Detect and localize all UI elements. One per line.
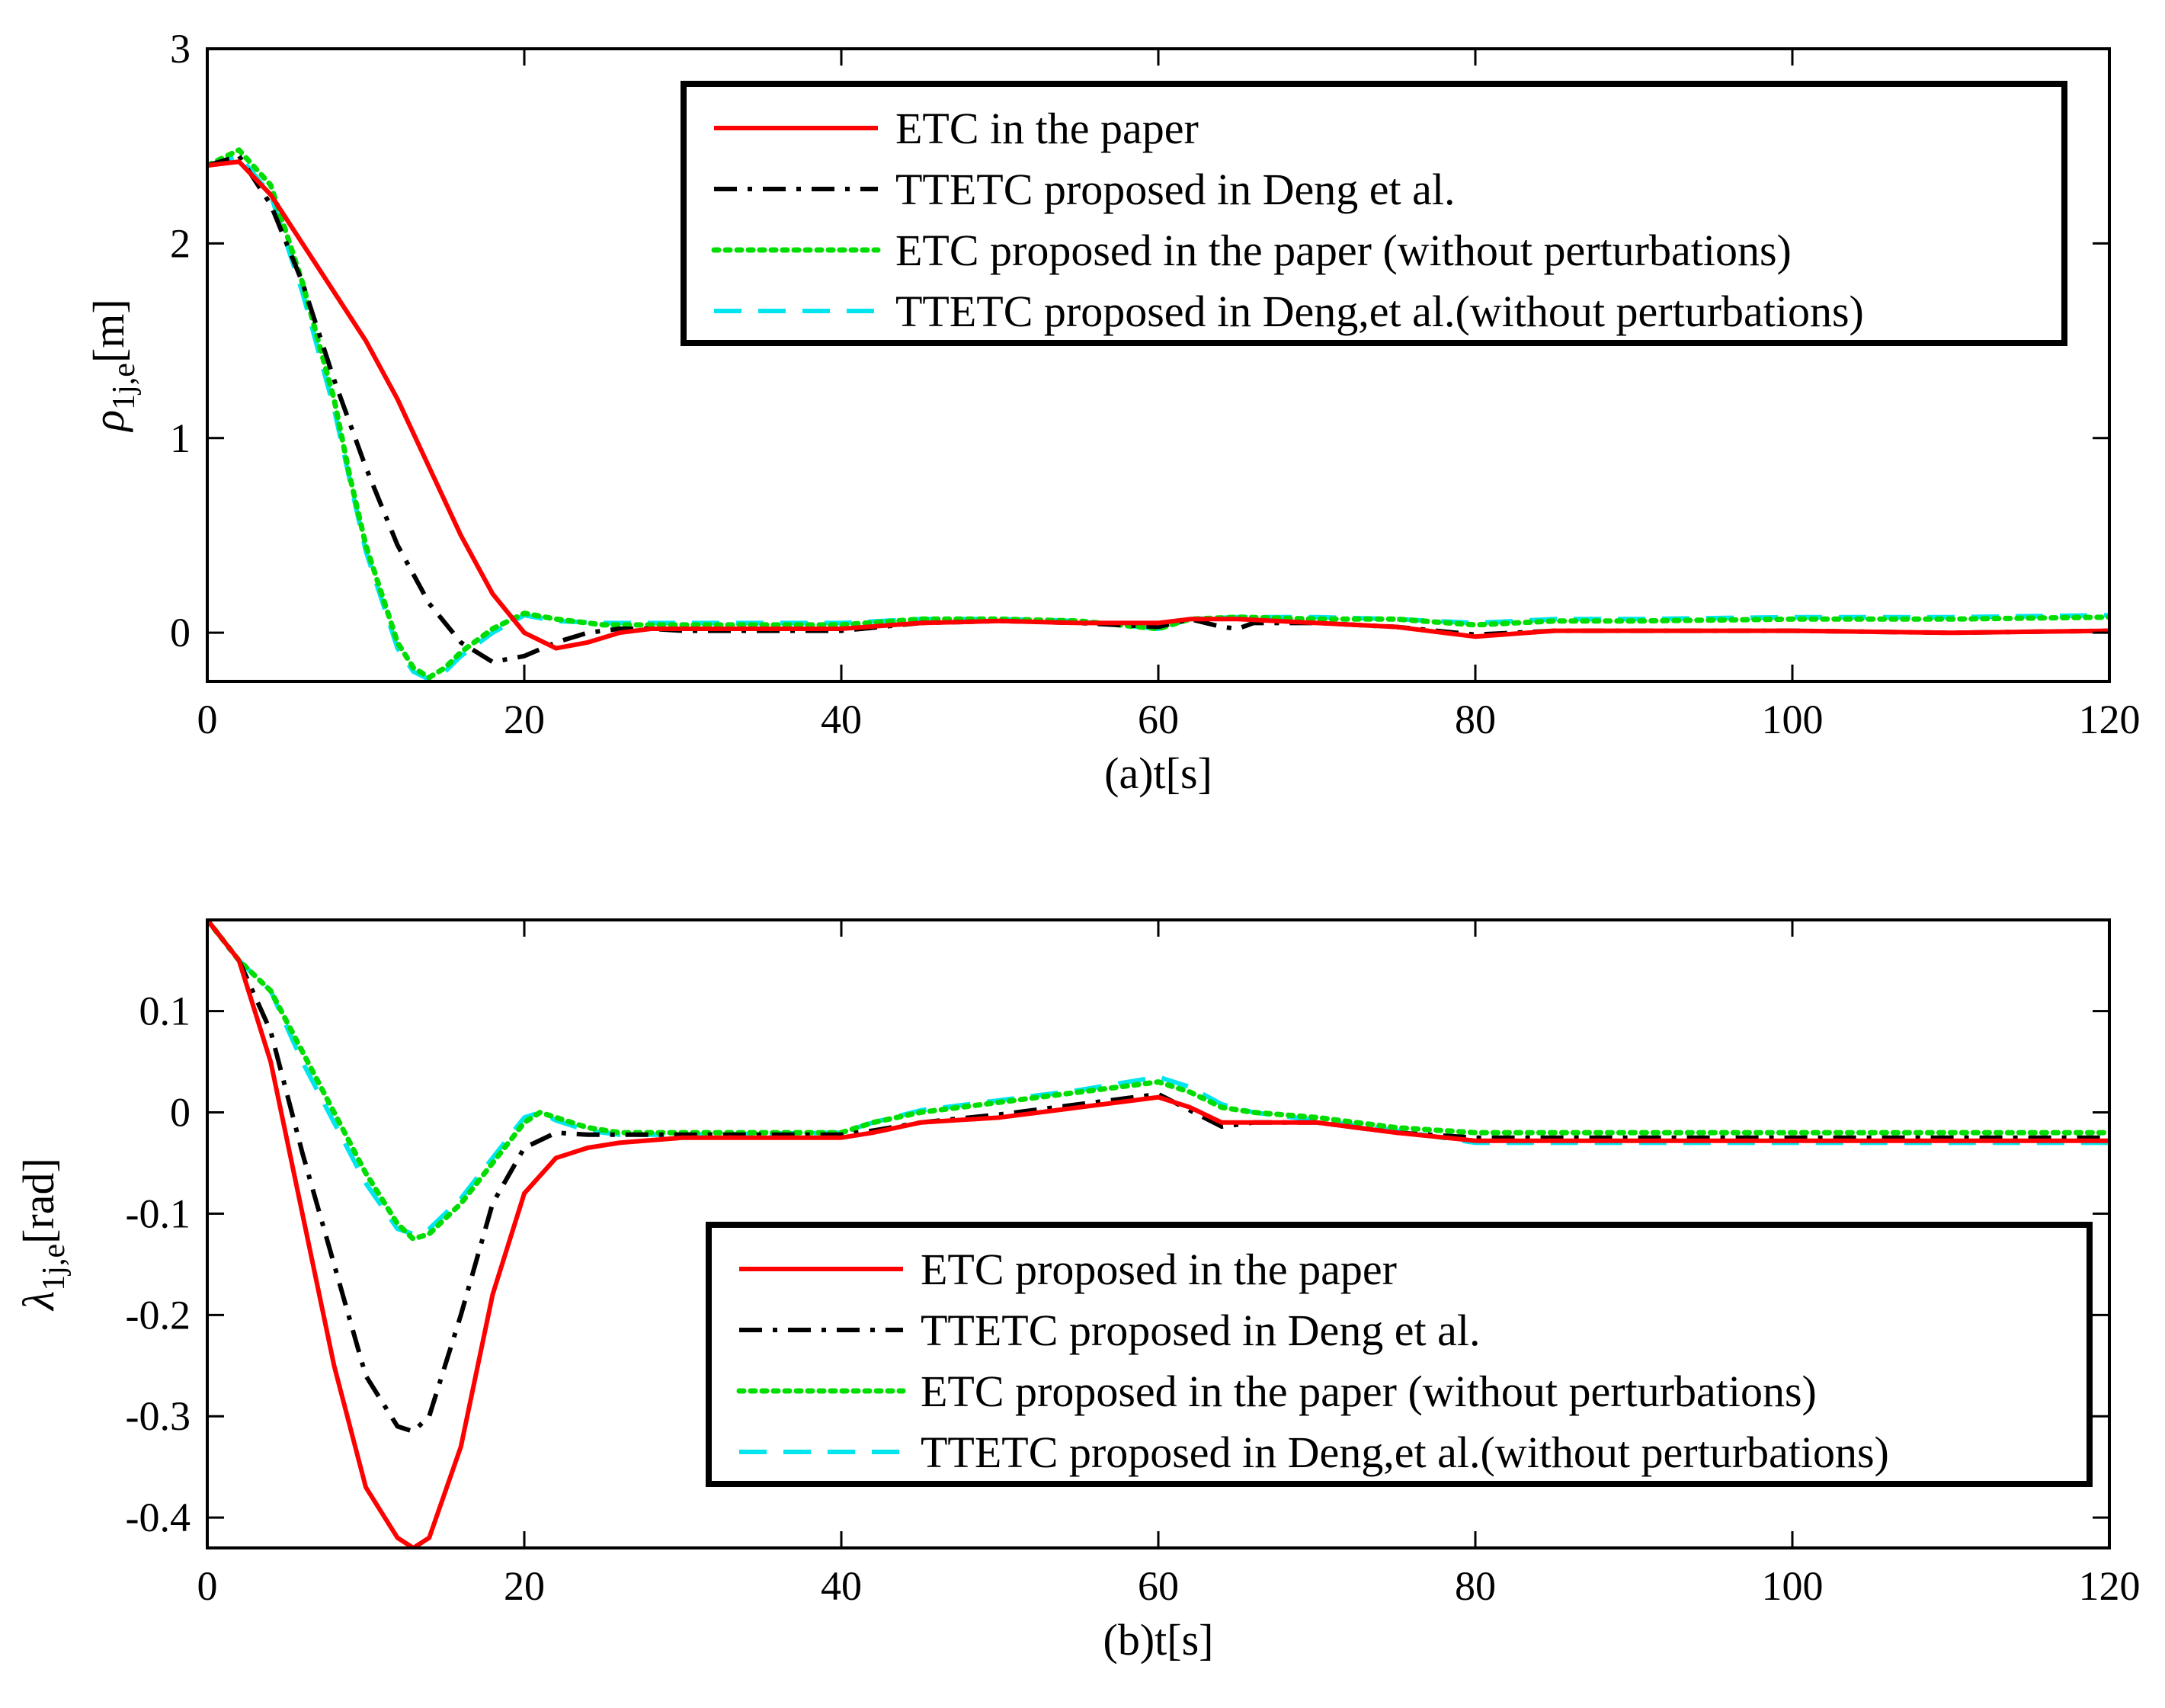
subplot-b-legend: ETC proposed in the paper TTETC proposed … [706, 1222, 2093, 1487]
subplot-a-x-tick-label: 120 [2079, 697, 2141, 742]
subplot-a-legend-label-ttetc-proposed-in-deng-et-al-without-perturbations: TTETC proposed in Deng,et al.(without pe… [895, 287, 1864, 336]
subplot-b-y-axis-unit: [rad] [14, 1158, 63, 1244]
subplot-b-x-axis-label: (b)t[s] [1103, 1615, 1214, 1665]
subplot-b-y-axis-subscript: 1j,e [37, 1244, 72, 1291]
subplot-a-x-tick-label: 60 [1138, 697, 1179, 742]
subplot-b-series-etc-proposed-in-the-paper [207, 920, 2109, 1548]
subplot-a-x-tick-label: 20 [504, 697, 545, 742]
subplot-a-legend-label-ttetc-proposed-in-deng-et-al: TTETC proposed in Deng et al. [895, 165, 1456, 214]
subplot-a-y-axis-subscript: 1j,e [107, 363, 142, 410]
subplot-a-x-tick-label: 80 [1455, 697, 1496, 742]
subplot-a-x-tick-label: 100 [1762, 697, 1824, 742]
subplot-b-series-group [207, 920, 2109, 1548]
subplot-b-legend-box [706, 1222, 2093, 1487]
subplot-b-y-tick-label: -0.2 [126, 1292, 191, 1338]
subplot-a-y-axis-unit: [m] [84, 299, 133, 363]
subplot-b-y-tick-label: -0.1 [126, 1190, 191, 1236]
subplot-b-x-tick-label: 120 [2079, 1563, 2141, 1609]
subplot-b-legend-label-etc-proposed-in-the-paper: ETC proposed in the paper [921, 1245, 1397, 1294]
subplot-a-y-axis-label: ρ1j,e[m] [84, 299, 142, 432]
subplot-b-y-tick-label: 0 [170, 1090, 191, 1136]
subplot-b-legend-label-ttetc-proposed-in-deng-et-al-without-perturbations: TTETC proposed in Deng,et al.(without pe… [921, 1428, 1889, 1477]
subplot-b-y-tick-label: -0.4 [126, 1495, 191, 1540]
subplot-a-ticks: 0 20 40 60 80 100 120 0 1 2 3 [170, 26, 2141, 742]
subplot-a-x-tick-label: 0 [197, 697, 218, 742]
subplot-b-y-tick-label: 0.1 [139, 989, 191, 1034]
subplot-a-legend-label-etc-in-the-paper: ETC in the paper [895, 104, 1199, 153]
subplot-a-x-axis-label: (a)t[s] [1104, 748, 1212, 798]
subplot-b-x-tick-label: 80 [1455, 1563, 1496, 1609]
subplot-a-series-etc-proposed-in-the-paper-without-perturbations [207, 147, 2109, 681]
subplot-a-y-tick-label: 2 [170, 220, 191, 266]
subplot-b-x-tick-label: 40 [821, 1563, 862, 1609]
subplot-a-x-tick-label: 40 [821, 697, 862, 742]
subplot-b-y-axis-label: λ1j,e[rad] [14, 1158, 72, 1312]
subplot-b-x-tick-label: 0 [197, 1563, 218, 1609]
subplot-b-x-tick-label: 20 [504, 1563, 545, 1609]
subplot-a-y-tick-label: 0 [170, 610, 191, 655]
subplot-a-y-tick-label: 1 [170, 415, 191, 461]
subplot-b-legend-label-etc-proposed-in-the-paper-without-perturbations: ETC proposed in the paper (without pertu… [921, 1367, 1817, 1416]
subplot-a-series-etc-in-the-paper [207, 159, 2109, 651]
subplot-b-y-tick-label: -0.3 [126, 1393, 191, 1439]
subplot-a-legend-box [681, 81, 2067, 346]
subplot-a-series-group [207, 147, 2109, 681]
subplot-b-x-tick-label: 60 [1138, 1563, 1179, 1609]
subplot-a-legend-label-etc-proposed-in-the-paper-without-perturbations: ETC proposed in the paper (without pertu… [895, 226, 1792, 275]
subplot-b-legend-label-ttetc-proposed-in-deng-et-al: TTETC proposed in Deng et al. [921, 1306, 1481, 1355]
subplot-a-y-axis-symbol: ρ [84, 410, 133, 433]
subplot-a-legend: ETC in the paper TTETC proposed in Deng e… [681, 81, 2067, 346]
subplot-a-y-tick-label: 3 [170, 26, 191, 72]
subplot-a: 0 20 40 60 80 100 120 0 1 2 3 (a)t[s] ρ1j,e[m] ETC… [84, 26, 2141, 798]
subplot-b: 0 20 40 60 80 100 120 0.1 0 -0.1 -0.2 -0.3 -0.4 (b)t… [14, 918, 2141, 1665]
subplot-b-y-axis-symbol: λ [14, 1291, 63, 1312]
subplot-b-ticks: 0 20 40 60 80 100 120 0.1 0 -0.1 -0.2 -0.3 -0.4 [126, 920, 2141, 1609]
subplot-b-x-tick-label: 100 [1762, 1563, 1824, 1609]
